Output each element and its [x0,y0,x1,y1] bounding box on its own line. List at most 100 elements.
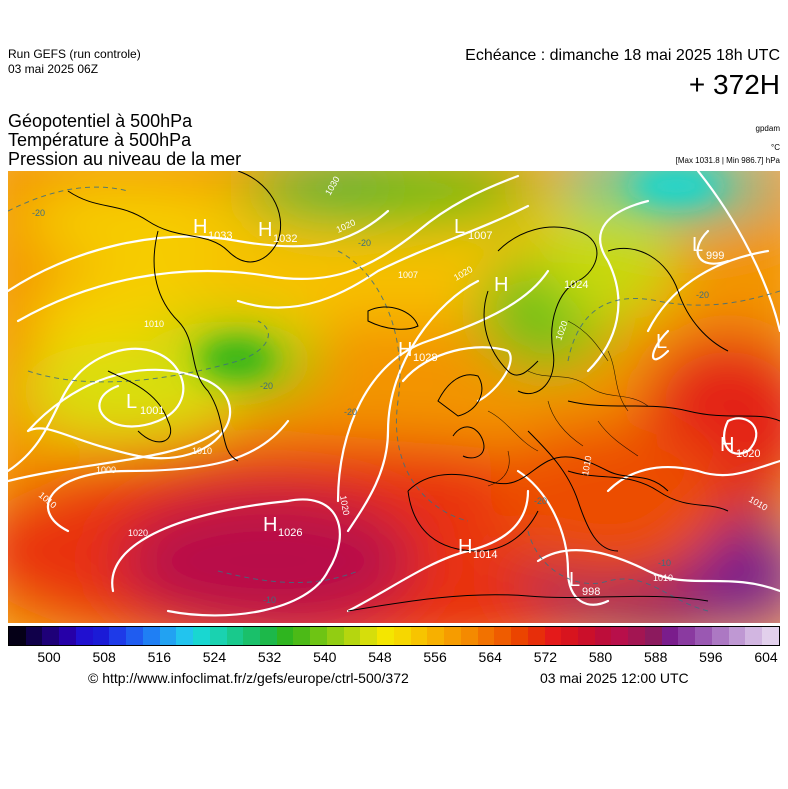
weather-map: H 1033 H 1032 L 1007 L 999 H 1024 H 1028 L L 10… [8,171,780,623]
color-scale-cell [176,627,194,645]
lead-time: + 372H [688,69,780,100]
pressure-center: H 1026 [263,514,302,539]
run-name: Run GEFS (run controle) [8,47,141,61]
color-scale-cell [762,627,779,645]
pressure-range: [Max 1031.8 | Min 986.7] hPa [675,156,780,165]
isobar-label: 1000 [96,465,116,475]
svg-text:L: L [569,569,580,591]
temperature-label: -20 [358,238,371,248]
color-scale-tick: 572 [533,649,558,665]
color-scale-cell [159,627,177,645]
color-scale-cell [477,627,495,645]
unit-temperature: °C [771,143,780,152]
color-scale-ticks: 500 508 516 524 532 540 548 556 564 572 580 588 596 6… [8,648,780,666]
svg-text:1033: 1033 [208,230,232,242]
svg-text:1007: 1007 [468,230,492,242]
color-scale-cell [260,627,277,645]
color-scale-cell [695,627,712,645]
color-scale-cell [527,627,545,645]
svg-text:H: H [458,536,472,558]
color-scale-tick: 524 [202,649,227,665]
color-scale-cell [561,627,578,645]
temperature-labels: -20 -20 -20 -20 -20 -10 -10 -20 [32,208,709,605]
pressure-center: H 1020 [720,434,760,460]
color-scale-tick: 596 [699,649,723,665]
color-scale-cell [92,627,110,645]
color-scale-cell [728,627,746,645]
color-scale-cell [25,627,43,645]
temperature-label: -20 [344,407,357,417]
isobar-label: 1010 [653,573,673,583]
temperature-label: -20 [32,208,45,218]
color-scale-tick: 540 [313,649,337,665]
color-scale-tick: 532 [257,649,282,665]
color-scale-cell [494,627,512,645]
color-scale-cell [310,627,327,645]
isobar-label: 1010 [192,446,212,456]
geopotential-detail [198,171,721,379]
svg-text:1024: 1024 [564,279,588,291]
color-scale-cell [9,627,26,645]
color-scale-cell [193,627,210,645]
temperature-label: -20 [534,496,547,506]
color-scale [8,626,780,646]
run-date: 03 mai 2025 06Z [8,62,99,76]
color-scale-cell [678,627,696,645]
color-scale-cell [209,627,227,645]
pressure-centers: H 1033 H 1032 L 1007 L 999 H 1024 H 1028 L L 10… [126,216,760,598]
svg-text:H: H [193,216,207,238]
color-scale-cell [594,627,612,645]
temperature-label: -20 [696,290,709,300]
svg-text:H: H [720,434,734,456]
svg-text:999: 999 [706,250,724,262]
color-scale-cell [276,627,294,645]
color-scale-cell [393,627,411,645]
svg-text:1001: 1001 [140,405,164,417]
svg-text:1028: 1028 [413,352,437,364]
color-scale-tick: 556 [423,649,447,665]
isotherms [8,186,780,612]
temperature-label: -10 [658,558,671,568]
svg-text:L: L [454,216,465,238]
color-scale-cell [226,627,244,645]
pressure-center: H 1033 [193,216,232,242]
color-scale-cell [444,627,461,645]
color-scale-cell [661,627,679,645]
svg-text:L: L [126,391,137,413]
color-scale-cell [611,627,629,645]
color-scale-tick: 548 [368,649,392,665]
geopotential-field [8,171,780,623]
color-scale-tick: 564 [478,649,502,665]
svg-text:1026: 1026 [278,527,302,539]
color-scale-cell [460,627,478,645]
color-scale-cell [544,627,562,645]
map-canvas: H 1033 H 1032 L 1007 L 999 H 1024 H 1028 L L 10… [8,171,780,623]
color-scale-cell [577,627,595,645]
isobars [8,171,780,617]
color-scale-tick: 580 [588,649,613,665]
color-scale-tick: 604 [754,649,778,665]
color-scale-cell [427,627,445,645]
color-scale-cell [628,627,645,645]
svg-text:L: L [656,331,667,353]
color-scale-cell [59,627,76,645]
svg-text:1014: 1014 [473,549,497,561]
isobar-label: 1020 [338,495,351,516]
color-scale-cell [326,627,344,645]
source-url[interactable]: © http://www.infoclimat.fr/z/gefs/europe… [88,670,409,686]
color-scale-cell [343,627,361,645]
pressure-center: H 1028 [398,339,437,364]
color-scale-cell [126,627,143,645]
color-scale-cell [644,627,662,645]
pressure-center: L 999 [692,234,724,262]
coastlines [67,171,780,612]
svg-text:1032: 1032 [273,233,297,245]
color-scale-tick: 500 [37,649,61,665]
svg-text:H: H [398,339,412,361]
svg-text:H: H [263,514,277,536]
title-geopotential: Géopotentiel à 500hPa [8,111,193,131]
color-scale-cell [142,627,160,645]
color-scale-tick: 588 [644,649,668,665]
country-borders [487,320,649,487]
